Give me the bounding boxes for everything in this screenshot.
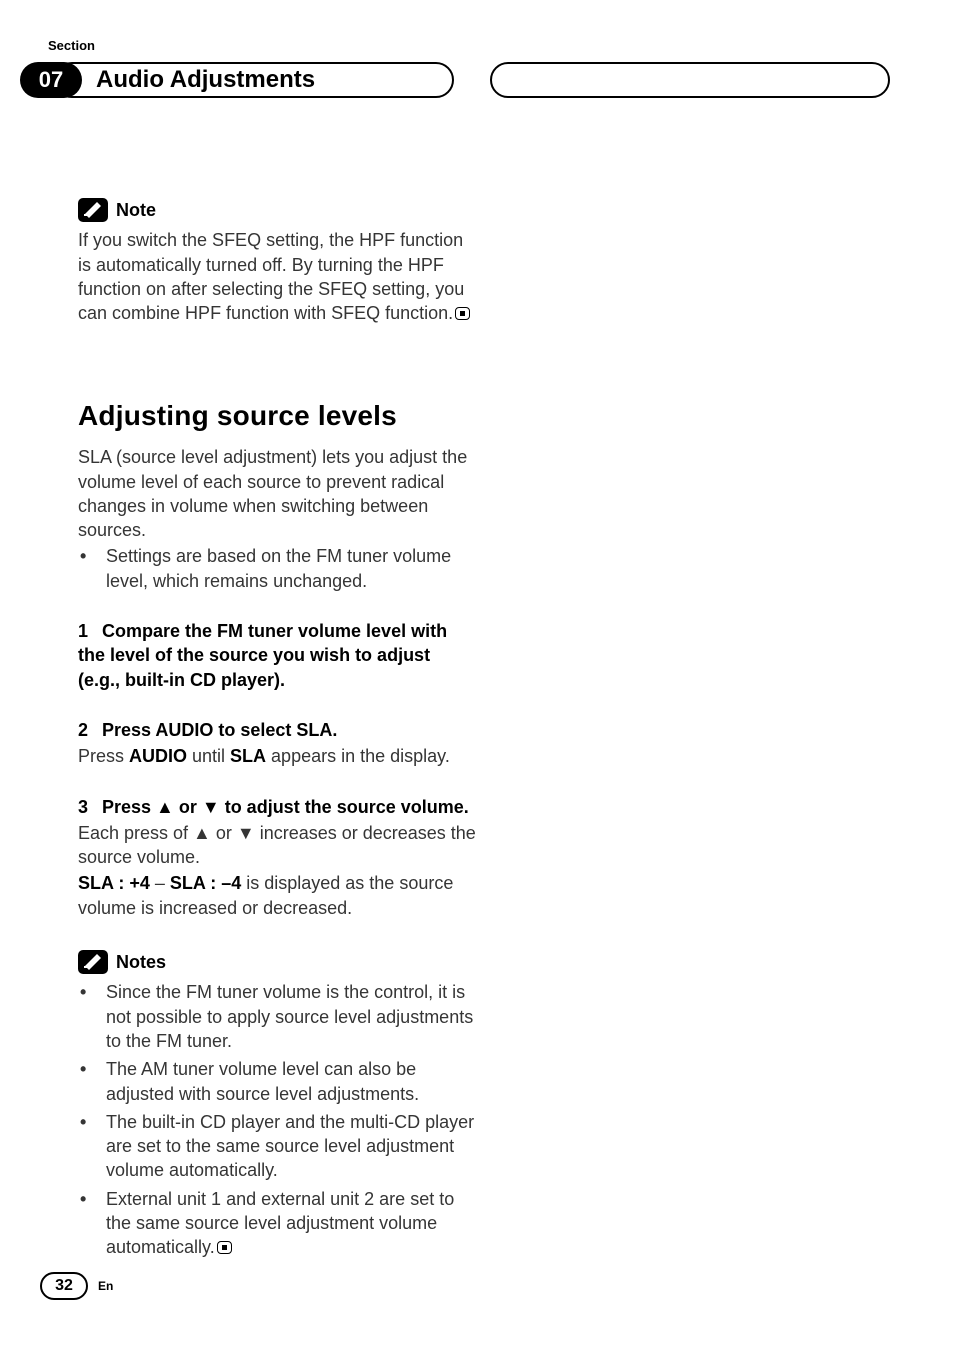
text: External unit 1 and external unit 2 are … xyxy=(106,1189,454,1258)
section-label: Section xyxy=(48,38,95,53)
header-row: 07 Audio Adjustments xyxy=(0,58,954,108)
notes-block: Notes • Since the FM tuner volume is the… xyxy=(78,950,476,1260)
text: until xyxy=(187,746,230,766)
notes-header: Notes xyxy=(78,950,476,974)
bullet-marker: • xyxy=(78,544,106,593)
page-footer: 32 En xyxy=(40,1272,113,1300)
section-number-pill: 07 xyxy=(20,62,82,98)
step-3-body-2: SLA : +4 – SLA : –4 is displayed as the … xyxy=(78,871,476,920)
step-number: 2 xyxy=(78,718,88,742)
note-icon xyxy=(78,950,108,974)
notes-label: Notes xyxy=(116,950,166,974)
note-body: If you switch the SFEQ setting, the HPF … xyxy=(78,230,464,323)
step-title: Press ▲ or ▼ to adjust the source volume… xyxy=(102,797,469,817)
step-2-body: Press AUDIO until SLA appears in the dis… xyxy=(78,744,476,768)
bullet-marker: • xyxy=(78,1110,106,1183)
page-language: En xyxy=(98,1279,113,1293)
bullet-marker: • xyxy=(78,980,106,1053)
note-item: • Since the FM tuner volume is the contr… xyxy=(78,980,476,1053)
step-number: 3 xyxy=(78,795,88,819)
end-marker-icon xyxy=(217,1241,232,1254)
bullet-item: • Settings are based on the FM tuner vol… xyxy=(78,544,476,593)
note-text: If you switch the SFEQ setting, the HPF … xyxy=(78,228,476,325)
note-item: • The AM tuner volume level can also be … xyxy=(78,1057,476,1106)
step-title: Press AUDIO to select SLA. xyxy=(102,720,337,740)
bullet-marker: • xyxy=(78,1187,106,1260)
note-text: The built-in CD player and the multi-CD … xyxy=(106,1110,476,1183)
step-1: 1Compare the FM tuner volume level with … xyxy=(78,619,476,692)
end-marker-icon xyxy=(455,307,470,320)
bold: SLA xyxy=(230,746,266,766)
note-label: Note xyxy=(116,198,156,222)
note-header: Note xyxy=(78,198,476,222)
section-heading: Adjusting source levels xyxy=(78,397,476,435)
bold: AUDIO xyxy=(129,746,187,766)
note-item: • The built-in CD player and the multi-C… xyxy=(78,1110,476,1183)
step-3-body-1: Each press of ▲ or ▼ increases or decrea… xyxy=(78,821,476,870)
note-icon xyxy=(78,198,108,222)
sla-plus: SLA : +4 xyxy=(78,873,150,893)
content-column: Note If you switch the SFEQ setting, the… xyxy=(0,108,954,1260)
note-text: External unit 1 and external unit 2 are … xyxy=(106,1187,476,1260)
text: Press xyxy=(78,746,129,766)
note-text: The AM tuner volume level can also be ad… xyxy=(106,1057,476,1106)
bullet-marker: • xyxy=(78,1057,106,1106)
text: appears in the display. xyxy=(266,746,450,766)
step-2: 2 Press AUDIO to select SLA. xyxy=(78,718,476,742)
notes-list: • Since the FM tuner volume is the contr… xyxy=(78,980,476,1259)
step-number: 1 xyxy=(78,619,88,643)
step-3: 3 Press ▲ or ▼ to adjust the source volum… xyxy=(78,795,476,819)
note-item: • External unit 1 and external unit 2 ar… xyxy=(78,1187,476,1260)
header-title-box: Audio Adjustments xyxy=(54,62,454,98)
sla-minus: SLA : –4 xyxy=(170,873,241,893)
dash: – xyxy=(150,873,170,893)
step-title: Compare the FM tuner volume level with t… xyxy=(78,621,447,690)
page-number: 32 xyxy=(40,1272,88,1300)
note-text: Since the FM tuner volume is the control… xyxy=(106,980,476,1053)
section-intro: SLA (source level adjustment) lets you a… xyxy=(78,445,476,542)
header-empty-box xyxy=(490,62,890,98)
bullet-text: Settings are based on the FM tuner volum… xyxy=(106,544,476,593)
